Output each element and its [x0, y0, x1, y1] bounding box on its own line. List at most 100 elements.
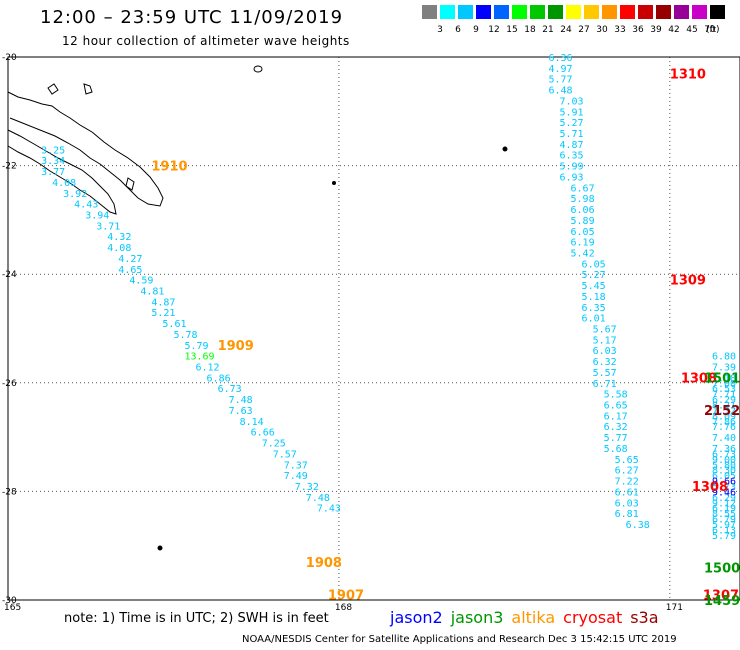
- wave-height-value: 8.30: [712, 466, 736, 477]
- wave-height-value: 7.25: [262, 439, 286, 450]
- wave-height-value: 5.71: [560, 129, 584, 140]
- wave-height-value: 5.89: [571, 216, 595, 227]
- wave-height-value: 6.86: [207, 373, 231, 384]
- wave-height-value: 5.42: [571, 248, 595, 259]
- pass-time-label: 1907: [328, 589, 364, 604]
- scale-swatch: [674, 5, 689, 19]
- wave-height-value: 4.81: [140, 286, 164, 297]
- scale-swatch: [512, 5, 527, 19]
- wave-height-tracks: 6.364.975.776.487.035.915.275.714.876.35…: [41, 53, 736, 542]
- wave-height-value: 5.79: [712, 531, 736, 542]
- chart-title: 12:00 – 23:59 UTC 11/09/2019: [40, 7, 344, 28]
- wave-height-value: 6.79: [712, 515, 736, 526]
- wave-height-value: 7.36: [712, 444, 736, 455]
- wave-height-value: 9.00: [712, 455, 736, 466]
- wave-height-value: 6.36: [548, 53, 572, 64]
- x-tick-label: 168: [335, 603, 352, 613]
- wave-height-value: 7.32: [295, 482, 319, 493]
- wave-height-value: 6.66: [251, 428, 275, 439]
- scale-swatch: [422, 5, 437, 19]
- y-tick-label: -26: [2, 379, 17, 389]
- x-tick-label: 165: [4, 603, 21, 613]
- scale-swatch: [692, 5, 707, 19]
- pass-time-label: 2152: [704, 404, 740, 419]
- wave-height-value: 9.66: [712, 477, 736, 488]
- wave-height-value: 3.34: [41, 156, 65, 167]
- scale-swatch: [584, 5, 599, 19]
- scale-swatch: [710, 5, 725, 19]
- scale-label: 42: [668, 25, 680, 35]
- wave-height-value: 7.18: [712, 373, 736, 384]
- wave-height-value: 5.58: [604, 390, 628, 401]
- pass-time-label: 1307: [703, 589, 739, 604]
- wave-height-value: 7.57: [273, 449, 297, 460]
- wave-height-value: 7.71: [712, 390, 736, 401]
- pass-time-label: 1910: [151, 160, 187, 175]
- wave-height-value: 4.08: [107, 243, 131, 254]
- wave-height-value: 7.39: [712, 363, 736, 374]
- wave-height-value: 6.67: [571, 183, 595, 194]
- wave-height-value: 9.46: [712, 487, 736, 498]
- wave-height-value: 3.71: [96, 221, 120, 232]
- wave-height-value: 3.92: [63, 189, 87, 200]
- wave-height-value: 7.48: [306, 493, 330, 504]
- wave-height-value: 6.71: [593, 379, 617, 390]
- wave-height-value: 9.12: [712, 498, 736, 509]
- scale-swatch: [548, 5, 563, 19]
- wave-height-value: 3.25: [41, 145, 65, 156]
- scale-label: 30: [596, 25, 608, 35]
- wave-height-value: 6.32: [593, 357, 617, 368]
- wave-height-value: 6.29: [712, 493, 736, 504]
- wave-height-value: 6.27: [615, 466, 639, 477]
- wave-height-value: 5.79: [184, 341, 208, 352]
- wave-height-value: 5.73: [712, 482, 736, 493]
- pass-time-label: 1459: [704, 594, 740, 609]
- wave-height-value: 6.32: [604, 422, 628, 433]
- wave-height-value: 6.48: [548, 86, 572, 97]
- scale-label: 24: [560, 25, 572, 35]
- satellite-legend: jason2 jason3 altika cryosat s3a: [390, 608, 667, 627]
- scale-label: 33: [614, 25, 626, 35]
- scale-label: 12: [488, 25, 500, 35]
- wave-height-value: 5.18: [582, 292, 606, 303]
- wave-height-value: 6.35: [582, 303, 606, 314]
- scale-swatch: [494, 5, 509, 19]
- scale-swatch: [530, 5, 545, 19]
- wave-height-value: 5.80: [712, 460, 736, 471]
- pass-time-label: 1501: [704, 371, 740, 386]
- wave-height-value: 7.86: [712, 417, 736, 428]
- wave-height-value: 6.06: [571, 205, 595, 216]
- wave-height-value: 6.19: [712, 504, 736, 515]
- scale-label: 70: [704, 25, 716, 35]
- pass-time-label: 1908: [306, 556, 342, 571]
- wave-height-value: 7.40: [712, 433, 736, 444]
- wave-height-value: 4.97: [548, 64, 572, 75]
- scale-label: 15: [506, 25, 518, 35]
- wave-height-value: 7.37: [284, 460, 308, 471]
- wave-height-value: 7.03: [560, 96, 584, 107]
- wave-height-value: 5.45: [582, 281, 606, 292]
- scale-label: 45: [686, 25, 698, 35]
- wave-height-value: 6.03: [615, 498, 639, 509]
- wave-height-value: 7.76: [712, 422, 736, 433]
- wave-height-value: 5.97: [712, 520, 736, 531]
- wave-height-value: 4.87: [560, 140, 584, 151]
- wave-height-value: 6.17: [604, 411, 628, 422]
- wave-height-value: 7.22: [615, 477, 639, 488]
- wave-height-value: 4.87: [151, 297, 175, 308]
- wave-height-value: 5.78: [173, 330, 197, 341]
- wave-height-value: 4.27: [118, 254, 142, 265]
- pass-time-label: 1308: [681, 371, 717, 386]
- wave-height-value: 6.13: [712, 525, 736, 536]
- wave-height-value: 7.43: [317, 504, 341, 515]
- scale-swatch: [656, 5, 671, 19]
- wave-height-value: 4.59: [129, 276, 153, 287]
- wave-height-value: 6.12: [196, 363, 220, 374]
- wave-height-value: 5.91: [560, 107, 584, 118]
- y-tick-label: -24: [2, 270, 17, 280]
- x-tick-label: 171: [666, 603, 683, 613]
- wave-height-value: 6.61: [615, 487, 639, 498]
- wave-height-value: 5.21: [151, 308, 175, 319]
- wave-height-value: 7.49: [284, 471, 308, 482]
- wave-height-value: 4.43: [74, 200, 98, 211]
